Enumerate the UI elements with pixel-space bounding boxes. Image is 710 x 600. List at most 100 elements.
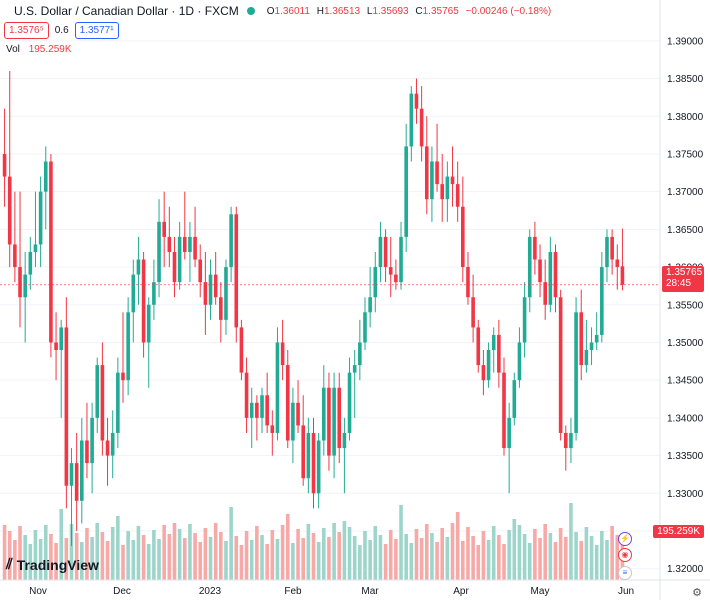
volume-bar [388, 530, 393, 580]
change-value: −0.00246 (−0.18%) [465, 5, 552, 17]
settings-icon[interactable]: ⚙ [692, 587, 702, 599]
volume-bar [110, 527, 115, 580]
candle-body [18, 267, 22, 298]
volume-bar [347, 527, 352, 580]
ohlc-values: O1.36011 H1.36513 L1.35693 C1.35765 −0.0… [266, 5, 552, 17]
candle-body [203, 282, 208, 305]
y-tick-label: 1.33000 [667, 489, 704, 500]
volume-bar [69, 524, 74, 580]
volume-bar [316, 542, 321, 580]
volume-bar [116, 516, 120, 580]
volume-bar [105, 541, 110, 580]
volume-bar [553, 542, 558, 580]
symbol-header: U.S. Dollar / Canadian Dollar · 1D · FXC… [0, 0, 551, 22]
candle-body [373, 267, 378, 298]
candle-body [321, 387, 326, 441]
candle-body [394, 274, 398, 283]
candle-body [569, 432, 573, 449]
bid-button[interactable]: 1.3576⁵ [4, 22, 49, 39]
x-tick-label: Jun [618, 586, 634, 597]
volume-bar [306, 524, 311, 580]
flag-icon[interactable]: ◉ [618, 548, 632, 562]
volume-bar [296, 529, 300, 580]
tradingview-logo[interactable]: ⫽ TradingView [6, 556, 99, 573]
candle-body [285, 365, 290, 441]
volume-bars [2, 503, 625, 580]
volume-bar [368, 540, 372, 580]
candle-body [455, 184, 460, 207]
candle-body [383, 236, 388, 268]
candle-body [337, 387, 342, 449]
volume-bar [332, 523, 336, 580]
x-tick-label: 2023 [199, 586, 222, 597]
volume-bar [260, 535, 264, 580]
volume-bar [141, 535, 146, 580]
candle-body [172, 251, 177, 283]
candle-body [327, 387, 331, 456]
volume-bar [321, 528, 326, 580]
volume-bar [285, 514, 290, 580]
candle-body [136, 259, 141, 275]
volume-bar [373, 526, 378, 580]
volume-bar [64, 538, 69, 580]
candle-body [563, 432, 568, 449]
volume-bar [409, 543, 414, 580]
candle-body [414, 93, 419, 109]
candle-body [224, 267, 228, 320]
volume-bar [255, 526, 259, 580]
volume-bar [538, 538, 542, 580]
candle-body [157, 221, 161, 283]
events-icon[interactable]: ≡ [618, 566, 632, 580]
volume-bar [502, 544, 506, 580]
volume-bar [342, 521, 347, 580]
volume-bar [563, 537, 568, 580]
candle-body [445, 176, 450, 200]
candle-body [522, 297, 527, 343]
volume-bar [311, 533, 316, 580]
volume-bar [213, 523, 218, 580]
candle-body [2, 153, 7, 177]
volume-bar [548, 533, 553, 580]
candle-body [244, 372, 249, 418]
candle-body [466, 267, 470, 298]
volume-bar [275, 539, 280, 580]
volume-bar [569, 503, 573, 580]
volume-bar [620, 544, 625, 580]
candle-body [229, 214, 233, 268]
candle-body [182, 236, 187, 252]
volume-bar [445, 537, 450, 580]
volume-bar [615, 535, 620, 580]
candle-body [28, 251, 33, 275]
candle-body [306, 432, 311, 479]
ask-button[interactable]: 1.3577¹ [74, 22, 119, 39]
x-tick-label: Mar [361, 586, 379, 597]
volume-bar [517, 525, 522, 580]
volume-bar [486, 540, 491, 580]
candle-body [80, 440, 84, 501]
x-tick-label: Apr [453, 586, 469, 597]
candle-body [234, 214, 239, 328]
volume-bar [481, 531, 486, 580]
volume-bar [491, 526, 496, 580]
candle-body [347, 372, 352, 433]
volume-bar [584, 527, 589, 580]
volume-bar [327, 537, 331, 580]
candle-body [558, 297, 563, 433]
lightning-icon[interactable]: ⚡ [618, 532, 632, 546]
candle-body [543, 282, 547, 305]
volume-bar [54, 543, 58, 580]
volume-bar [193, 533, 197, 580]
volume-bar [461, 541, 465, 580]
volume-bar [383, 544, 388, 580]
candle-body [54, 342, 58, 351]
volume-bar [352, 536, 357, 580]
y-tick-label: 1.35500 [667, 300, 704, 311]
volume-bar [419, 538, 424, 580]
candle-body [193, 236, 197, 260]
candle-body [332, 387, 336, 456]
candle-body [316, 440, 321, 494]
candle-body [131, 274, 136, 313]
